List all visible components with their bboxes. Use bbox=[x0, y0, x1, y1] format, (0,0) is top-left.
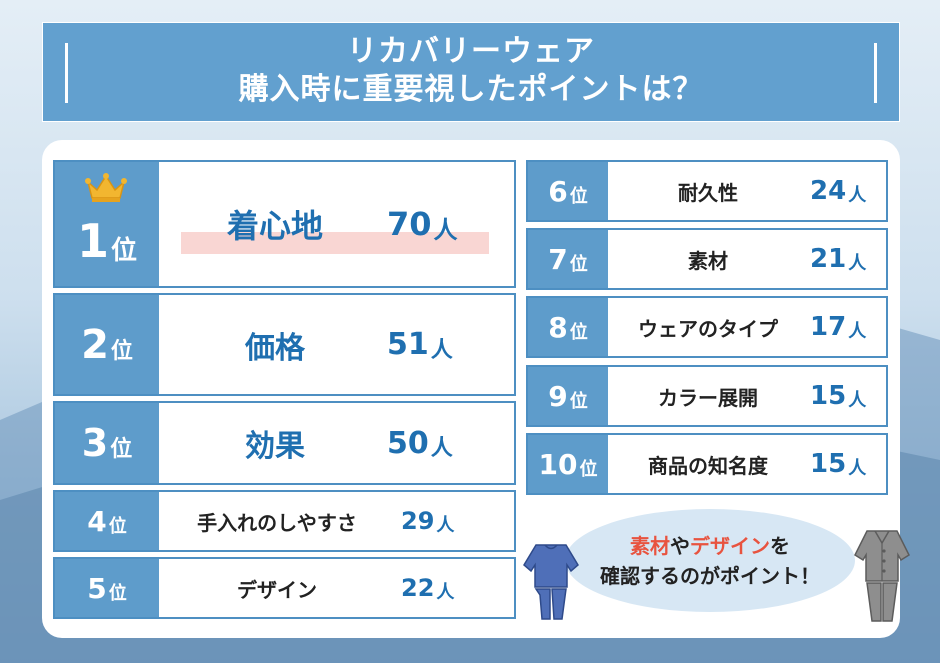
rank-suffix: 位 bbox=[110, 338, 133, 364]
rank-number: 5 bbox=[87, 571, 107, 605]
ranking-label: ウェアのタイプ bbox=[638, 316, 778, 341]
callout-line-1: 素材やデザインを bbox=[630, 531, 790, 561]
title-banner: リカバリーウェア 購入時に重要視したポイントは？ bbox=[42, 22, 900, 122]
value-unit: 人 bbox=[848, 458, 867, 479]
ranking-value: 21 人 bbox=[810, 230, 866, 288]
ranking-row: 3 位 効果 50 人 bbox=[53, 401, 516, 485]
value-unit: 人 bbox=[430, 337, 453, 363]
ranking-value: 29 人 bbox=[401, 492, 454, 550]
value-unit: 人 bbox=[848, 321, 867, 342]
ranking-row: 6 位 耐久性 24 人 bbox=[526, 160, 888, 222]
title-line-2: 購入時に重要視したポイントは？ bbox=[238, 72, 704, 107]
ranking-value: 70 人 bbox=[387, 162, 458, 286]
rank-number: 3 bbox=[81, 421, 109, 465]
callout-text-wo: を bbox=[770, 533, 790, 558]
rank-suffix: 位 bbox=[108, 516, 127, 537]
pajamas-icon bbox=[854, 530, 910, 622]
rank-suffix: 位 bbox=[111, 235, 138, 266]
value-number: 21 bbox=[810, 244, 847, 274]
title-bar-left bbox=[65, 43, 68, 103]
ranking-value: 51 人 bbox=[387, 295, 453, 394]
ranking-label: 価格 bbox=[245, 330, 305, 366]
value-unit: 人 bbox=[848, 185, 867, 206]
ranking-label: 効果 bbox=[245, 429, 305, 464]
value-unit: 人 bbox=[848, 253, 867, 274]
rank-suffix: 位 bbox=[569, 322, 588, 343]
ranking-row: 8 位 ウェアのタイプ 17 人 bbox=[526, 296, 888, 358]
value-number: 50 bbox=[387, 425, 429, 461]
crown-icon bbox=[85, 173, 127, 202]
ranking-value: 15 人 bbox=[810, 367, 866, 425]
rank-number: 6 bbox=[548, 174, 568, 208]
ranking-label: 手入れのしやすさ bbox=[197, 510, 357, 535]
ranking-label: カラー展開 bbox=[658, 385, 758, 410]
ranking-label: 耐久性 bbox=[678, 180, 738, 205]
value-number: 70 bbox=[387, 205, 432, 243]
callout-bubble: 素材やデザインを 確認するのがポイント！ bbox=[565, 509, 855, 612]
ranking-value: 15 人 bbox=[810, 435, 866, 493]
ranking-label: デザイン bbox=[237, 577, 317, 602]
rank-suffix: 位 bbox=[110, 437, 133, 462]
ranking-value: 22 人 bbox=[401, 559, 454, 617]
value-unit: 人 bbox=[433, 215, 458, 244]
value-unit: 人 bbox=[436, 582, 455, 603]
ranking-value: 50 人 bbox=[387, 403, 453, 483]
value-unit: 人 bbox=[430, 436, 453, 461]
ranking-row: 2 位 価格 51 人 bbox=[53, 293, 516, 396]
callout-line-2: 確認するのがポイント！ bbox=[600, 563, 820, 588]
ranking-row: 10 位 商品の知名度 15 人 bbox=[526, 433, 888, 495]
value-unit: 人 bbox=[436, 515, 455, 536]
value-number: 51 bbox=[387, 327, 429, 362]
ranking-label: 着心地 bbox=[226, 207, 323, 245]
value-number: 29 bbox=[401, 507, 435, 535]
sweatshirt-icon bbox=[523, 544, 579, 620]
rank-suffix: 位 bbox=[108, 583, 127, 604]
value-number: 22 bbox=[401, 574, 435, 602]
rank-number: 4 bbox=[87, 504, 107, 538]
rank-suffix: 位 bbox=[569, 254, 588, 275]
title-bar-right bbox=[874, 43, 877, 103]
rank-number: 1 bbox=[76, 214, 109, 268]
top-rank-highlight bbox=[181, 232, 489, 254]
rank-number: 9 bbox=[548, 379, 568, 413]
ranking-row: 9 位 カラー展開 15 人 bbox=[526, 365, 888, 427]
ranking-value: 17 人 bbox=[810, 298, 866, 356]
ranking-row: 5 位 デザイン 22 人 bbox=[53, 557, 516, 619]
rank-number: 2 bbox=[81, 321, 109, 368]
value-number: 15 bbox=[810, 381, 847, 411]
ranking-label: 素材 bbox=[688, 248, 728, 273]
rank-badge: 10 位 bbox=[528, 435, 608, 493]
title-line-1: リカバリーウェア bbox=[347, 34, 595, 69]
rank-number: 8 bbox=[548, 310, 568, 344]
value-number: 24 bbox=[810, 176, 847, 206]
rank-suffix: 位 bbox=[579, 459, 598, 480]
callout-highlight-material: 素材 bbox=[630, 533, 670, 558]
value-unit: 人 bbox=[848, 390, 867, 411]
ranking-row: 1 位 着心地 70 人 bbox=[53, 160, 516, 288]
value-number: 17 bbox=[810, 312, 847, 342]
rank-suffix: 位 bbox=[569, 186, 588, 207]
rank-suffix: 位 bbox=[569, 391, 588, 412]
ranking-row: 7 位 素材 21 人 bbox=[526, 228, 888, 290]
ranking-label: 商品の知名度 bbox=[648, 453, 768, 478]
rank-number: 7 bbox=[548, 242, 568, 276]
callout-highlight-design: デザイン bbox=[690, 533, 770, 558]
value-number: 15 bbox=[810, 449, 847, 479]
rank-number: 10 bbox=[538, 447, 578, 481]
ranking-row: 4 位 手入れのしやすさ 29 人 bbox=[53, 490, 516, 552]
ranking-value: 24 人 bbox=[810, 162, 866, 220]
callout-text-ya: や bbox=[670, 533, 690, 558]
